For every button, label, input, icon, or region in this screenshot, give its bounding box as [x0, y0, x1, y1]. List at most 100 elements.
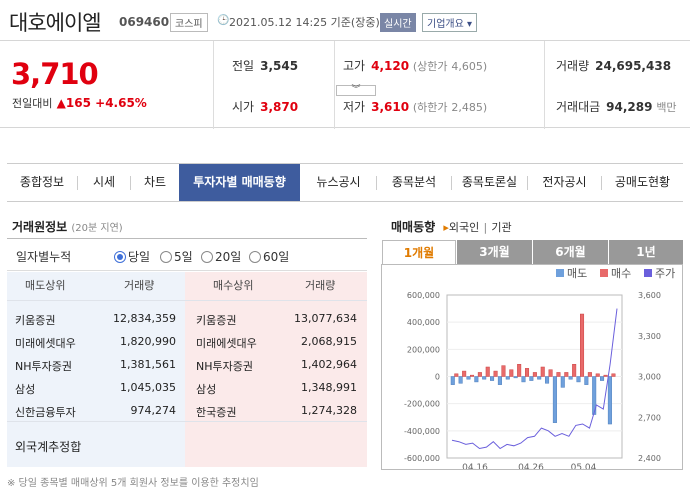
legend-label: 주가: [655, 267, 675, 280]
y-right-tick: 3,000: [638, 373, 661, 382]
divider: [213, 41, 214, 129]
buy-bar: [595, 373, 600, 377]
tab-short-selling[interactable]: 공매도현황: [614, 175, 671, 189]
sell-bar: [513, 376, 518, 379]
sell-column-bg: [7, 272, 185, 467]
broker-panel: 일자별누적 당일 5일 20일 60일 매도상위 거래량 매수상위 거래량 키움…: [7, 238, 367, 467]
tab-discussion[interactable]: 종목토론실: [461, 175, 518, 189]
sell-bar: [474, 376, 479, 383]
tab-news[interactable]: 뉴스공시: [316, 175, 361, 189]
current-price: 3,710: [11, 57, 99, 91]
sell-bar: [545, 376, 550, 384]
main-tabs: 종합정보 시세 차트 투자자별 매매동향 뉴스공시 종목분석 종목토론실 전자공…: [7, 163, 683, 202]
tab-divider: [451, 176, 452, 190]
buy-column-bg: [185, 272, 367, 467]
tab-disclosure[interactable]: 전자공시: [542, 175, 587, 189]
trend-chart: 매도 매수 주가 600,000 400,000 200,000 0 -200,000 -400…: [381, 264, 683, 470]
sell-bar: [592, 376, 597, 415]
radio-today[interactable]: 당일: [114, 248, 150, 265]
sell-bar: [560, 376, 565, 388]
price-change: 전일대비 ▲165 +4.65%: [12, 95, 147, 111]
tab-analysis[interactable]: 종목분석: [391, 175, 437, 189]
legend-label: 매수: [611, 267, 631, 280]
x-tick: 05.04: [571, 463, 597, 470]
y-left-tick: -200,000: [404, 400, 440, 409]
stock-code: 069460: [119, 15, 170, 29]
sell-bar: [584, 376, 589, 385]
buy-bar: [525, 368, 530, 377]
sell-bar: [576, 376, 581, 383]
y-left-tick: -400,000: [404, 427, 440, 436]
header-line: [7, 300, 367, 301]
y-right-tick: 3,600: [638, 291, 661, 300]
row-divider: [7, 421, 367, 422]
buy-broker-volume: 1,348,991: [301, 381, 357, 394]
market-badge: 코스피: [170, 13, 208, 32]
x-tick: 04.26: [518, 463, 544, 470]
timestamp: 2021.05.12 14:25 기준(장중): [229, 16, 380, 29]
y-left-tick: 200,000: [407, 345, 440, 354]
sell-broker-name: 미래에셋대우: [15, 337, 76, 350]
realtime-badge[interactable]: 실시간: [380, 13, 416, 32]
tab-1year[interactable]: 1년: [609, 240, 683, 264]
change-rate: +4.65%: [95, 96, 147, 110]
tab-divider: [130, 176, 131, 190]
tab-investor-trend[interactable]: 투자자별 매매동향: [179, 164, 300, 201]
divider: [334, 41, 335, 129]
sell-header: 매도상위: [25, 279, 66, 292]
buy-broker-name: 한국증권: [196, 406, 237, 419]
tab-6month[interactable]: 6개월: [533, 240, 608, 264]
buy-volume-header: 거래량: [305, 279, 336, 292]
radio-20day[interactable]: 20일: [201, 248, 241, 265]
low-price: 저가 3,610 (하한가 2,485): [343, 100, 488, 114]
volume: 거래량 24,695,438: [556, 59, 672, 73]
open-price: 시가 3,870: [232, 100, 299, 114]
buy-bar: [509, 369, 514, 377]
buy-broker-name: 미래에셋대우: [196, 337, 257, 350]
buy-broker-volume: 1,402,964: [301, 358, 357, 371]
tab-quotes[interactable]: 시세: [92, 175, 116, 189]
foreign-link[interactable]: ▸외국인: [443, 221, 480, 234]
sell-bar: [482, 376, 487, 380]
radio-5day[interactable]: 5일: [160, 248, 193, 265]
cumulative-label: 일자별누적: [16, 250, 72, 264]
buy-bar: [611, 373, 616, 377]
sell-broker-volume: 974,274: [130, 404, 177, 417]
buy-bar: [470, 374, 475, 377]
buy-bar: [501, 365, 506, 377]
sell-bar: [537, 376, 542, 380]
broker-info-title: 거래원정보 (20분 지연): [12, 220, 123, 234]
buy-bar: [580, 313, 585, 377]
sell-bar: [552, 376, 557, 423]
y-left-tick: 0: [435, 373, 440, 382]
price-line: [451, 308, 618, 450]
tab-3month[interactable]: 3개월: [457, 240, 532, 264]
buy-bar: [485, 366, 490, 377]
company-info-button[interactable]: 기업개요 ▾: [422, 13, 477, 32]
buy-broker-name: NH투자증권: [196, 360, 253, 373]
change-label: 전일대비: [12, 97, 53, 110]
trading-trend-title: 매매동향 ▸외국인 | 기관: [391, 220, 512, 234]
clock-icon: 🕒: [217, 15, 230, 26]
legend-swatch: [600, 269, 608, 277]
buy-bar: [532, 372, 537, 377]
institution-link[interactable]: 기관: [491, 221, 512, 234]
prev-close: 전일 3,545: [232, 59, 299, 73]
sell-broker-volume: 1,045,035: [120, 381, 176, 394]
expand-button[interactable]: ︾: [336, 85, 376, 96]
sell-bar: [490, 376, 495, 381]
divider: [544, 41, 545, 129]
sell-broker-name: 삼성: [15, 383, 36, 396]
sell-bar: [458, 376, 463, 384]
y-left-tick: -600,000: [404, 454, 440, 463]
tab-chart[interactable]: 차트: [143, 175, 167, 189]
radio-60day[interactable]: 60일: [249, 248, 289, 265]
tab-divider: [601, 176, 602, 190]
change-value: ▲165: [56, 96, 91, 110]
tab-overview[interactable]: 종합정보: [19, 175, 65, 189]
buy-bar: [587, 372, 592, 377]
tab-divider: [77, 176, 78, 190]
sell-bar: [521, 376, 526, 383]
tab-1month[interactable]: 1개월: [382, 240, 456, 264]
buy-broker-name: 삼성: [196, 383, 217, 396]
